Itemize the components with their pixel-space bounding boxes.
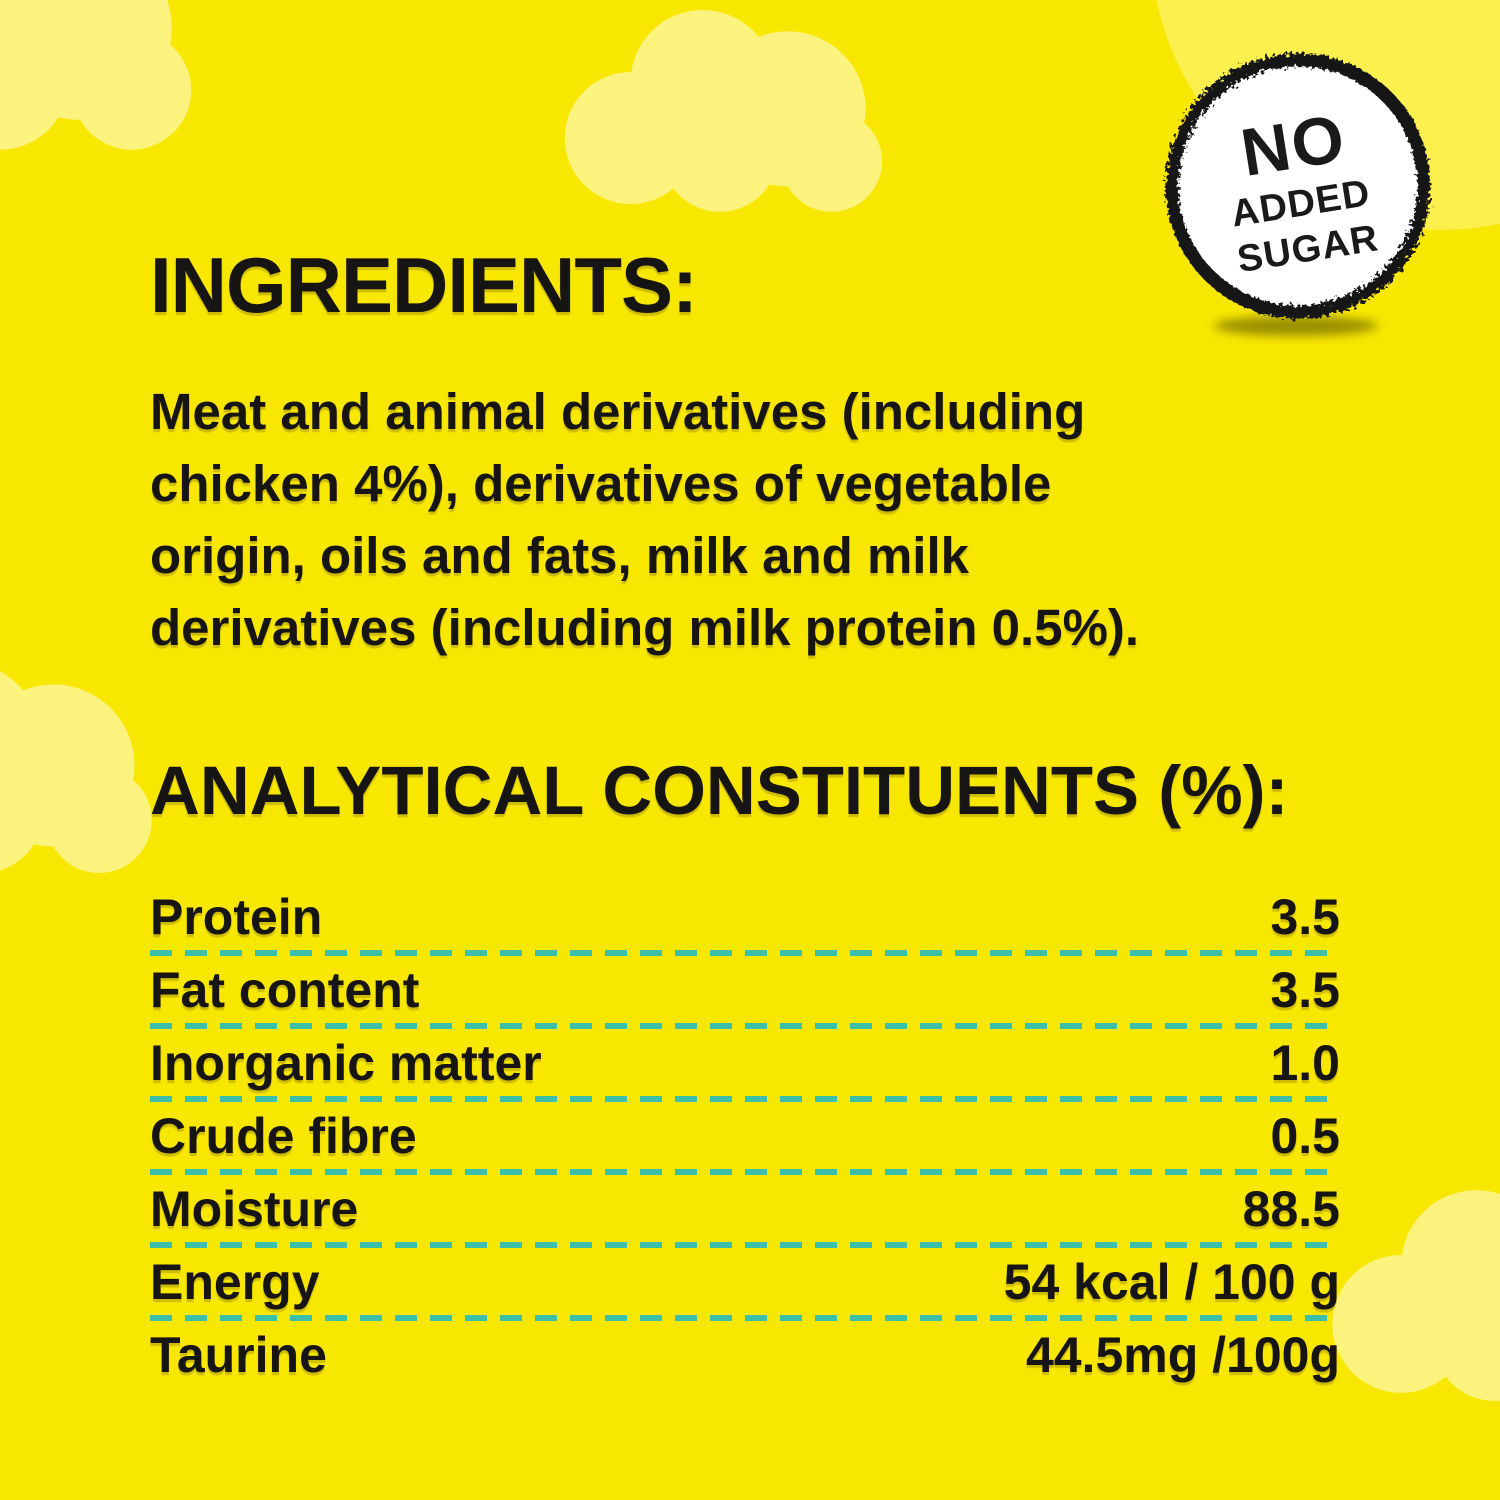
table-row: Energy 54 kcal / 100 g bbox=[150, 1245, 1340, 1321]
table-row: Moisture 88.5 bbox=[150, 1172, 1340, 1248]
row-label: Protein bbox=[150, 888, 323, 945]
analytical-heading: ANALYTICAL CONSTITUENTS (%): bbox=[150, 752, 1289, 829]
table-row: Crude fibre 0.5 bbox=[150, 1099, 1340, 1175]
table-row: Taurine 44.5mg /100g bbox=[150, 1318, 1340, 1391]
badge-shadow bbox=[1214, 316, 1378, 336]
row-label: Inorganic matter bbox=[150, 1034, 542, 1091]
row-value: 3.5 bbox=[1270, 961, 1340, 1018]
ingredients-paragraph: Meat and animal derivatives (including c… bbox=[150, 376, 1410, 664]
row-label: Energy bbox=[150, 1253, 320, 1310]
row-label: Moisture bbox=[150, 1180, 359, 1237]
table-row: Protein 3.5 bbox=[150, 880, 1340, 956]
row-value: 0.5 bbox=[1270, 1107, 1340, 1164]
row-label: Taurine bbox=[150, 1326, 327, 1383]
ingredients-line: chicken 4%), derivatives of vegetable bbox=[150, 455, 1052, 512]
ingredients-line: Meat and animal derivatives (including bbox=[150, 383, 1086, 440]
row-value: 44.5mg /100g bbox=[1025, 1326, 1340, 1383]
table-row: Inorganic matter 1.0 bbox=[150, 1026, 1340, 1102]
row-value: 54 kcal / 100 g bbox=[1003, 1253, 1340, 1310]
row-value: 88.5 bbox=[1242, 1180, 1340, 1237]
no-added-sugar-badge: NO ADDED SUGAR bbox=[1165, 53, 1431, 336]
ingredients-heading: INGREDIENTS: bbox=[150, 241, 698, 329]
row-label: Fat content bbox=[150, 961, 420, 1018]
ingredients-line: origin, oils and fats, milk and milk bbox=[150, 527, 969, 584]
badge-distressed-ring bbox=[1165, 53, 1431, 319]
analytical-table: Protein 3.5 Fat content 3.5 Inorganic ma… bbox=[150, 880, 1340, 1391]
badge-text-no: NO bbox=[1236, 100, 1351, 190]
row-value: 1.0 bbox=[1270, 1034, 1340, 1091]
table-row: Fat content 3.5 bbox=[150, 953, 1340, 1029]
row-label: Crude fibre bbox=[150, 1107, 417, 1164]
row-value: 3.5 bbox=[1270, 888, 1340, 945]
ingredients-line: derivatives (including milk protein 0.5%… bbox=[150, 599, 1140, 656]
